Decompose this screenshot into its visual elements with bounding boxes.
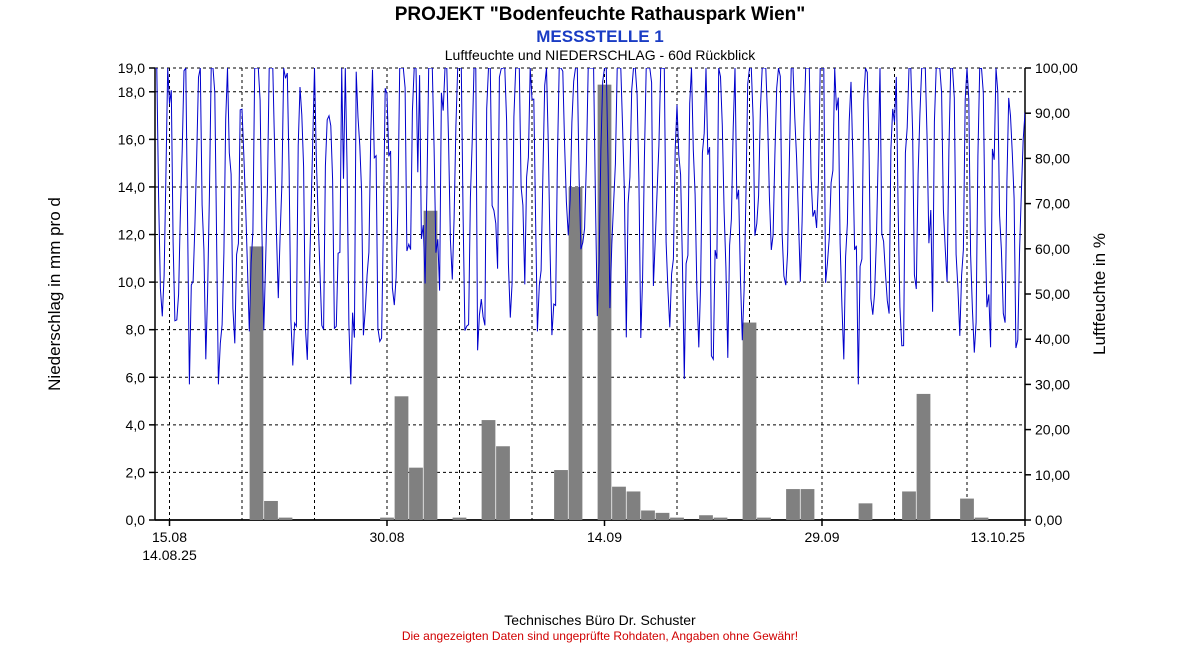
chart-subtitle: MESSSTELLE 1 [536,27,664,46]
y-left-tick: 0,0 [126,512,146,528]
chart-svg: PROJEKT "Bodenfeuchte Rathauspark Wien" … [0,0,1200,650]
y-right-tick: 60,00 [1035,241,1070,257]
precip-bar [395,396,409,520]
precip-bar [714,518,728,520]
precip-bar [960,499,974,520]
y-left-tick: 2,0 [126,464,146,480]
precip-bar [786,489,800,520]
precip-bar [496,446,510,520]
x-tick: 30.08 [369,529,404,545]
precip-bar [554,470,568,520]
precip-bar [975,518,989,520]
y-left-tick: 6,0 [126,369,146,385]
y-left-tick: 19,0 [118,60,145,76]
y-right-tick: 20,00 [1035,422,1070,438]
precip-bar [902,491,916,520]
y-left-tick: 16,0 [118,131,145,147]
precip-bar [670,518,684,520]
precip-bar [656,513,670,520]
y-right-tick: 10,00 [1035,467,1070,483]
y-right-tick: 100,00 [1035,60,1078,76]
precip-bar [757,518,771,520]
precip-bar [250,246,264,520]
y-left-tick: 14,0 [118,179,145,195]
precip-bar [409,468,423,520]
precip-bar [743,323,757,520]
chart-container: PROJEKT "Bodenfeuchte Rathauspark Wien" … [0,0,1200,650]
precip-bar [380,518,394,520]
y-left-tick: 10,0 [118,274,145,290]
x-tick: 13.10.25 [971,529,1026,545]
y-right-axis-label: Luftfeuchte in % [1090,233,1109,355]
y-right-tick: 50,00 [1035,286,1070,302]
precip-bar [627,491,641,520]
y-right-tick: 80,00 [1035,150,1070,166]
plot-area: 0,0 2,0 4,0 6,0 8,0 10,0 12,0 14,0 16,0 18,0 19,0 0… [118,60,1078,563]
x-tick: 15.08 [152,529,187,545]
y-left-axis-label: Niederschlag in mm pro d [45,197,64,391]
y-right-tick: 30,00 [1035,376,1070,392]
x-tick: 14.09 [587,529,622,545]
humidity-line [155,68,1038,384]
y-left-tick: 18,0 [118,84,145,100]
precip-bar [612,487,626,520]
precip-bar [801,489,815,520]
footer-main: Technisches Büro Dr. Schuster [504,612,696,628]
precip-bar [598,85,612,520]
precip-bar [641,510,655,520]
x-start-date: 14.08.25 [142,547,197,563]
precip-bar [917,394,931,520]
y-right-tick: 70,00 [1035,196,1070,212]
y-right-tick: 40,00 [1035,331,1070,347]
footer-warn: Die angezeigten Daten sind ungeprüfte Ro… [402,629,798,643]
precip-bar [482,420,496,520]
y-left-tick: 12,0 [118,227,145,243]
y-left-tick: 8,0 [126,322,146,338]
precip-bar [279,518,293,520]
chart-description: Luftfeuchte und NIEDERSCHLAG - 60d Rückb… [445,47,756,63]
precip-bar [699,515,713,520]
x-tick: 29.09 [804,529,839,545]
precip-bar [453,518,467,520]
precip-bar [264,501,278,520]
chart-title: PROJEKT "Bodenfeuchte Rathauspark Wien" [395,4,806,25]
precip-bar [859,503,873,520]
y-left-tick: 4,0 [126,417,146,433]
y-right-tick: 90,00 [1035,105,1070,121]
y-right-tick: 0,00 [1035,512,1062,528]
